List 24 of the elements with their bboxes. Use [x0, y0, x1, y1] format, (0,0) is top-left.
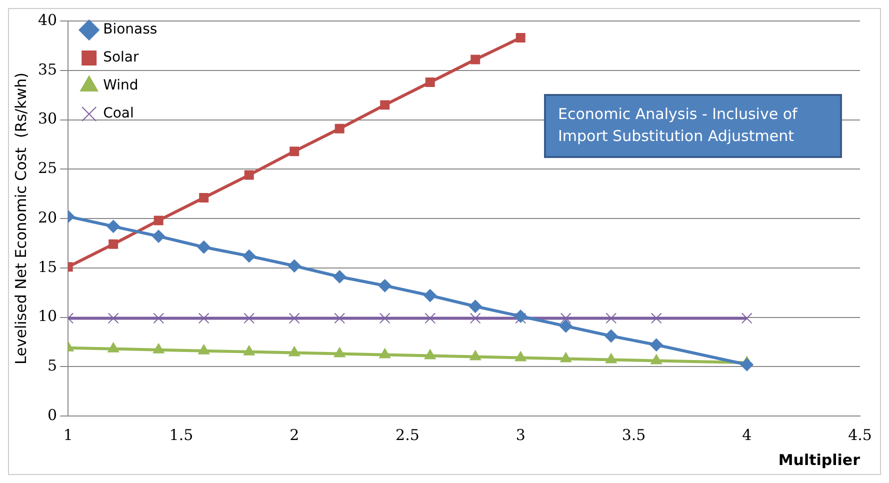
legend-label: Solar	[103, 50, 140, 66]
y-tick-label: 15	[38, 258, 58, 276]
x-tick-label: 2.5	[396, 426, 420, 444]
legend-label: Wind	[103, 78, 138, 94]
y-tick-label: 10	[38, 307, 58, 326]
y-tick-label: 35	[38, 60, 58, 78]
x-tick-label: 3	[516, 426, 526, 444]
x-tick-label: 1.5	[169, 426, 194, 444]
x-tick-label: 1	[63, 426, 73, 444]
x-tick-label: 2	[290, 426, 300, 444]
y-tick-label: 30	[38, 110, 58, 128]
x-tick-label: 4.5	[848, 426, 872, 444]
y-tick-label: 20	[38, 208, 58, 226]
x-axis-title: Multiplier	[778, 450, 861, 469]
legend-label: Bionass	[103, 22, 158, 38]
x-tick-label: 3.5	[622, 426, 646, 444]
y-axis-title: Levelised Net Economic Cost (Rs/kwh)	[12, 72, 30, 364]
legend-label: Coal	[103, 106, 134, 122]
callout-box: Economic Analysis - Inclusive of Import Substitution Adjustment	[544, 94, 842, 158]
y-tick-label: 5	[48, 356, 58, 375]
y-tick-label: 25	[38, 159, 58, 178]
y-tick-label: 40	[38, 10, 58, 29]
y-tick-label: 0	[48, 406, 58, 424]
x-tick-label: 4	[742, 426, 752, 444]
